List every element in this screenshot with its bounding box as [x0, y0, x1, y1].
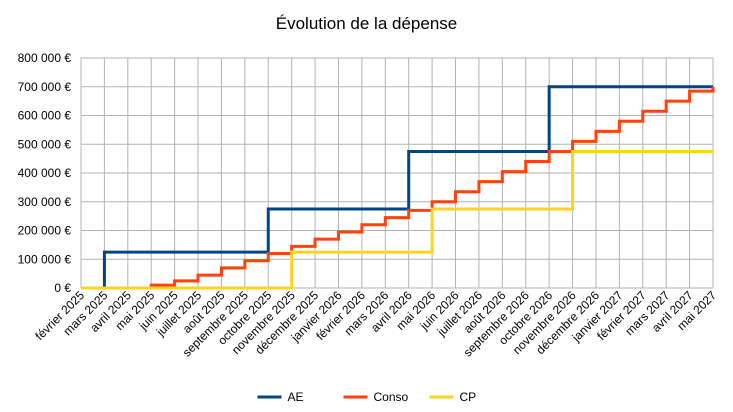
y-tick-label: 400 000 € — [18, 166, 72, 180]
series-line-ae — [81, 85, 713, 290]
legend-label: AE — [288, 390, 304, 404]
y-axis-ticks: 0 € 100 000 € 200 000 € 300 000 € 400 000 € 5… — [18, 51, 72, 295]
legend: AE Conso CP — [257, 390, 477, 404]
y-tick-label: 600 000 € — [18, 109, 72, 123]
y-tick-label: 500 000 € — [18, 137, 72, 151]
series-lines — [81, 85, 715, 290]
y-tick-label: 0 € — [54, 281, 71, 295]
y-tick-label: 800 000 € — [18, 51, 72, 65]
grid-lines — [80, 57, 714, 289]
y-tick-label: 700 000 € — [18, 80, 72, 94]
y-tick-label: 200 000 € — [18, 224, 72, 238]
series-line-conso — [81, 86, 715, 290]
series-line-cp — [81, 149, 713, 290]
legend-label: CP — [460, 390, 477, 404]
y-tick-label: 300 000 € — [18, 195, 72, 209]
legend-label: Conso — [374, 390, 409, 404]
y-tick-label: 100 000 € — [18, 252, 72, 266]
chart-title: Évolution de la dépense — [275, 14, 458, 33]
